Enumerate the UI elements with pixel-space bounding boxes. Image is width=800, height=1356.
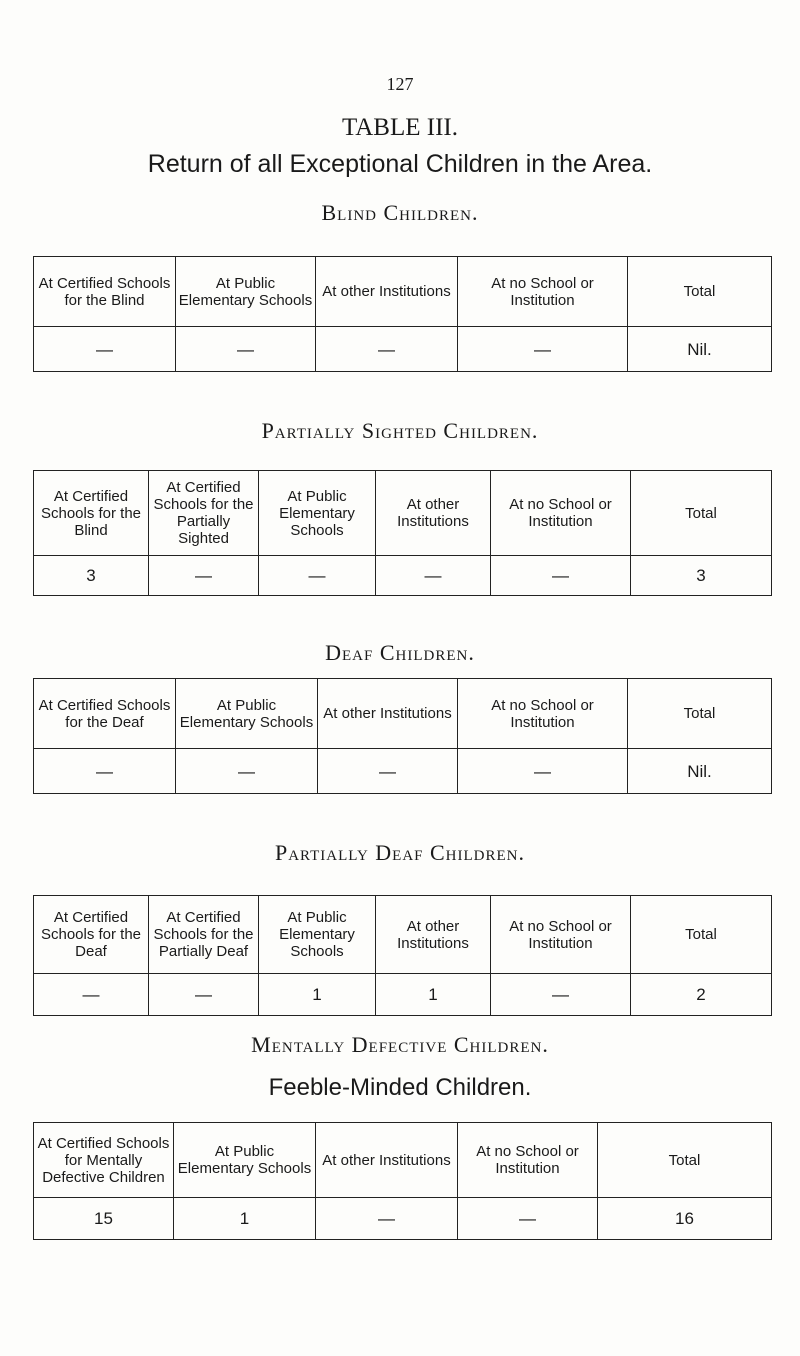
value-cell: Nil.: [627, 748, 772, 794]
header-cell: At Public Elementary Schools: [258, 470, 376, 556]
value-cell: Nil.: [627, 326, 772, 372]
header-cell: Total: [627, 678, 772, 749]
deaf-table: At Certified Schools for the Deaf At Pub…: [33, 678, 772, 794]
header-cell: At no School or Institution: [457, 256, 628, 327]
page-number: 127: [386, 74, 414, 94]
value-cell: —: [33, 748, 176, 794]
header-cell: At no School or Institution: [457, 678, 628, 749]
header-cell: At Public Elementary Schools: [175, 678, 318, 749]
header-cell: At Certified Schools for Mentally Defect…: [33, 1122, 174, 1198]
table-subtitle: Return of all Exceptional Children in th…: [147, 150, 653, 178]
partially-sighted-table: At Certified Schools for the Blind At Ce…: [33, 470, 772, 596]
subsection-heading-feeble-minded: Feeble-Minded Children.: [268, 1074, 532, 1101]
value-cell: —: [33, 326, 176, 372]
header-cell: At Public Elementary Schools: [175, 256, 316, 327]
value-cell: —: [490, 555, 631, 596]
header-cell: At other Institutions: [317, 678, 458, 749]
header-cell: At no School or Institution: [490, 470, 631, 556]
value-cell: 3: [33, 555, 149, 596]
value-cell: 1: [173, 1197, 316, 1240]
header-cell: Total: [630, 895, 772, 974]
header-cell: Total: [630, 470, 772, 556]
header-cell: At Certified Schools for the Deaf: [33, 678, 176, 749]
value-cell: 1: [258, 973, 376, 1016]
value-cell: —: [490, 973, 631, 1016]
value-cell: —: [148, 555, 259, 596]
header-cell: At Public Elementary Schools: [258, 895, 376, 974]
value-cell: —: [33, 973, 149, 1016]
value-cell: —: [175, 326, 316, 372]
header-cell: At Certified Schools for the Blind: [33, 256, 176, 327]
section-heading-partially-deaf: Partially Deaf Children.: [274, 840, 526, 865]
value-cell: 15: [33, 1197, 174, 1240]
value-cell: 1: [375, 973, 491, 1016]
section-heading-partially-sighted: Partially Sighted Children.: [261, 418, 539, 443]
section-heading-mentally-defective: Mentally Defective Children.: [251, 1032, 549, 1057]
header-cell: At other Institutions: [315, 1122, 458, 1198]
value-cell: —: [315, 1197, 458, 1240]
value-cell: —: [457, 326, 628, 372]
header-cell: At Public Elementary Schools: [173, 1122, 316, 1198]
value-cell: 2: [630, 973, 772, 1016]
partially-deaf-table: At Certified Schools for the Deaf At Cer…: [33, 895, 772, 1016]
header-cell: At other Institutions: [315, 256, 458, 327]
header-cell: At Certified Schools for the Deaf: [33, 895, 149, 974]
value-cell: —: [315, 326, 458, 372]
header-cell: At Certified Schools for the Partially D…: [148, 895, 259, 974]
value-cell: —: [258, 555, 376, 596]
value-cell: —: [317, 748, 458, 794]
header-cell: At other Institutions: [375, 895, 491, 974]
section-heading-deaf: Deaf Children.: [325, 640, 475, 665]
header-cell: At no School or Institution: [457, 1122, 598, 1198]
header-cell: Total: [627, 256, 772, 327]
table-title: TABLE III.: [341, 114, 458, 141]
feeble-minded-table: At Certified Schools for Mentally Defect…: [33, 1122, 772, 1240]
value-cell: —: [457, 1197, 598, 1240]
header-cell: At no School or Institution: [490, 895, 631, 974]
header-cell: At Certified Schools for the Blind: [33, 470, 149, 556]
value-cell: —: [375, 555, 491, 596]
header-cell: Total: [597, 1122, 772, 1198]
value-cell: —: [175, 748, 318, 794]
value-cell: —: [148, 973, 259, 1016]
section-heading-blind: Blind Children.: [321, 200, 479, 225]
header-cell: At other Institutions: [375, 470, 491, 556]
value-cell: 3: [630, 555, 772, 596]
value-cell: —: [457, 748, 628, 794]
header-cell: At Certified Schools for the Partially S…: [148, 470, 259, 556]
value-cell: 16: [597, 1197, 772, 1240]
blind-table: At Certified Schools for the Blind At Pu…: [33, 256, 772, 372]
